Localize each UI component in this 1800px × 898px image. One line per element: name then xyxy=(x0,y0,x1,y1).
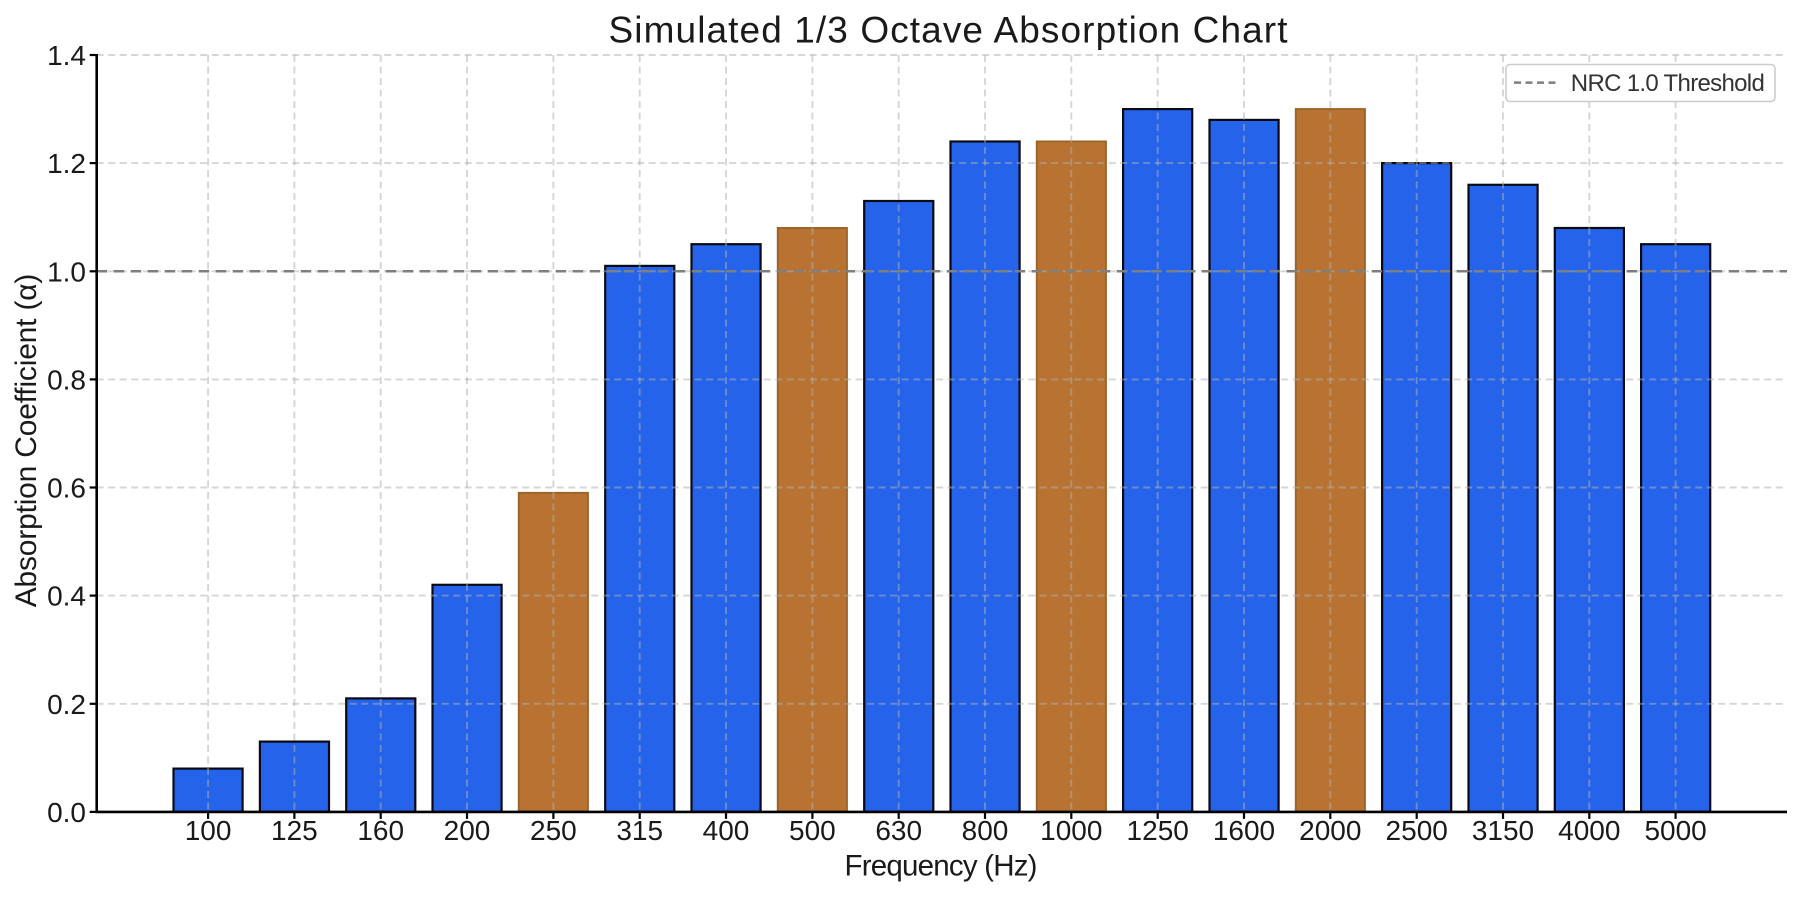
svg-text:0.2: 0.2 xyxy=(47,689,86,720)
svg-text:2500: 2500 xyxy=(1386,815,1448,846)
svg-text:1250: 1250 xyxy=(1127,815,1189,846)
svg-text:500: 500 xyxy=(789,815,836,846)
svg-text:0.8: 0.8 xyxy=(47,364,86,395)
svg-text:4000: 4000 xyxy=(1558,815,1620,846)
svg-text:630: 630 xyxy=(875,815,922,846)
svg-text:2000: 2000 xyxy=(1299,815,1361,846)
svg-text:Frequency (Hz): Frequency (Hz) xyxy=(845,850,1038,883)
svg-text:1.4: 1.4 xyxy=(47,40,86,71)
svg-text:125: 125 xyxy=(271,815,318,846)
svg-text:200: 200 xyxy=(444,815,491,846)
svg-text:NRC 1.0 Threshold: NRC 1.0 Threshold xyxy=(1571,70,1765,97)
svg-text:Absorption Coefficient (α): Absorption Coefficient (α) xyxy=(10,274,43,608)
svg-text:3150: 3150 xyxy=(1472,815,1534,846)
svg-text:1000: 1000 xyxy=(1040,815,1102,846)
svg-text:800: 800 xyxy=(962,815,1009,846)
svg-text:400: 400 xyxy=(703,815,750,846)
svg-text:0.6: 0.6 xyxy=(47,473,86,504)
svg-text:Simulated 1/3 Octave Absorptio: Simulated 1/3 Octave Absorption Chart xyxy=(609,10,1289,51)
svg-text:250: 250 xyxy=(530,815,577,846)
svg-text:5000: 5000 xyxy=(1644,815,1706,846)
svg-text:100: 100 xyxy=(185,815,232,846)
svg-text:160: 160 xyxy=(357,815,404,846)
svg-text:1600: 1600 xyxy=(1213,815,1275,846)
svg-text:0.4: 0.4 xyxy=(47,581,86,612)
svg-text:315: 315 xyxy=(616,815,663,846)
svg-text:1.0: 1.0 xyxy=(47,256,86,287)
svg-text:0.0: 0.0 xyxy=(47,797,86,828)
svg-text:1.2: 1.2 xyxy=(47,148,86,179)
